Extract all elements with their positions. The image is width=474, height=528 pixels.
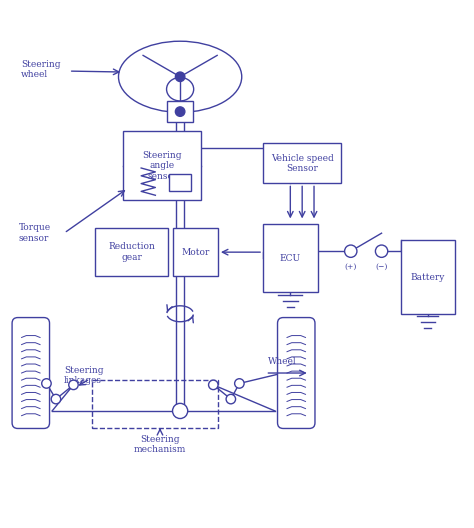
Circle shape bbox=[173, 403, 188, 419]
Text: ECU: ECU bbox=[280, 253, 301, 262]
Text: Steering
mechanism: Steering mechanism bbox=[134, 435, 186, 454]
Circle shape bbox=[345, 245, 357, 257]
FancyBboxPatch shape bbox=[12, 317, 49, 429]
Text: Steering
angle
sensor: Steering angle sensor bbox=[143, 151, 182, 181]
Text: Motor: Motor bbox=[182, 248, 210, 257]
Bar bbox=[92, 380, 218, 428]
FancyBboxPatch shape bbox=[277, 317, 315, 429]
Bar bbox=[167, 101, 193, 122]
Circle shape bbox=[175, 107, 185, 116]
Circle shape bbox=[69, 380, 78, 390]
Bar bbox=[401, 240, 455, 314]
Bar bbox=[263, 143, 341, 183]
Circle shape bbox=[226, 394, 236, 404]
Bar bbox=[123, 131, 201, 200]
Bar bbox=[169, 174, 191, 192]
Circle shape bbox=[375, 245, 388, 257]
Text: Battery: Battery bbox=[410, 272, 445, 281]
Text: Wheel: Wheel bbox=[268, 357, 296, 366]
Circle shape bbox=[175, 72, 185, 81]
Circle shape bbox=[51, 394, 61, 404]
Text: Steering
linkages: Steering linkages bbox=[64, 366, 103, 385]
Circle shape bbox=[235, 379, 244, 388]
Bar bbox=[173, 229, 218, 276]
Bar bbox=[95, 229, 168, 276]
Text: Steering
wheel: Steering wheel bbox=[21, 60, 61, 79]
Ellipse shape bbox=[166, 78, 194, 101]
Bar bbox=[263, 224, 318, 293]
Text: (−): (−) bbox=[375, 263, 388, 271]
Text: Reduction
gear: Reduction gear bbox=[108, 242, 155, 262]
Text: Vehicle speed
Sensor: Vehicle speed Sensor bbox=[271, 154, 334, 173]
Circle shape bbox=[209, 380, 218, 390]
Text: (+): (+) bbox=[345, 263, 357, 271]
Ellipse shape bbox=[118, 41, 242, 112]
Text: Torque
sensor: Torque sensor bbox=[19, 223, 51, 243]
Circle shape bbox=[42, 379, 51, 388]
